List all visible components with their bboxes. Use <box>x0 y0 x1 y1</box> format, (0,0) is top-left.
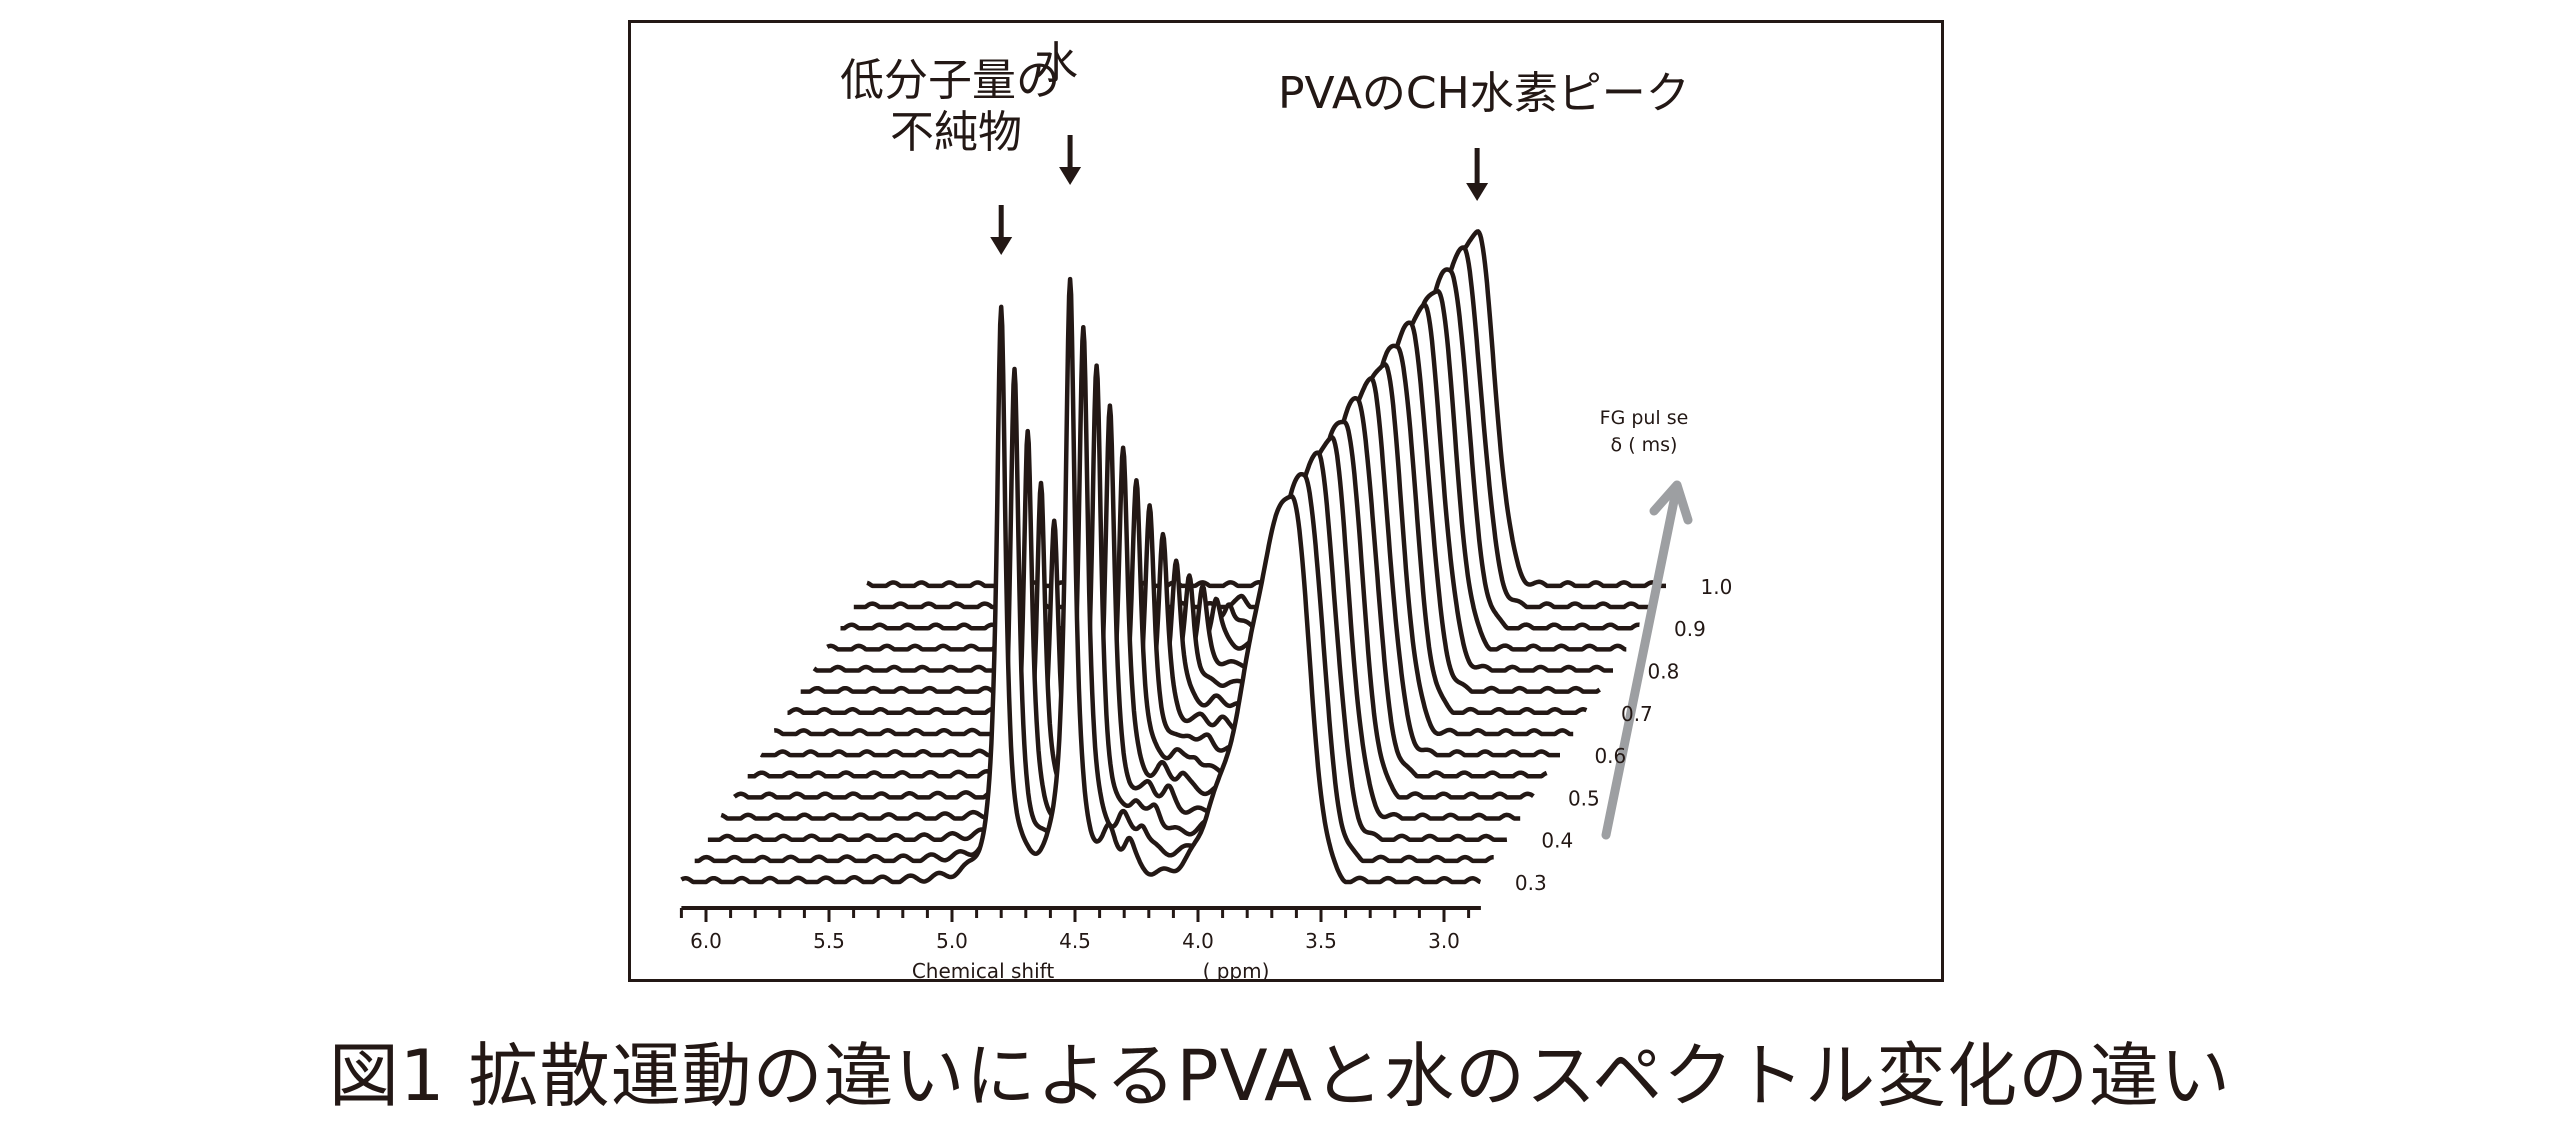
impurity-label-line2: 不純物 <box>890 107 1022 158</box>
impurity-arrowhead <box>990 237 1013 255</box>
spectrum-trace-0.45 <box>719 403 1522 821</box>
spectra-chart: 6.0 5.5 5.0 4.5 4.0 3.5 3.0 Chemical shift ( ppm… <box>679 38 1732 979</box>
spectrum-trace-0.5 <box>732 419 1535 800</box>
trace-mask <box>853 247 1653 612</box>
depth-axis: FG pul se δ ( ms) 0.3 0.4 0.5 0.6 0.7 0.8 0.9 1… <box>1515 407 1732 895</box>
spectrum-trace-0.3 <box>680 276 1482 885</box>
depth-label: 0.7 <box>1621 702 1653 726</box>
spectrum-trace-0.95 <box>852 245 1655 610</box>
pva-arrowhead <box>1466 183 1489 201</box>
depth-label: 0.3 <box>1515 871 1547 895</box>
spectrum-trace-0.8 <box>812 302 1615 673</box>
chart-frame: 6.0 5.5 5.0 4.5 4.0 3.5 3.0 Chemical shift ( ppm… <box>628 20 1944 982</box>
spectrum-trace-0.9 <box>839 267 1641 631</box>
x-tick-label: 6.0 <box>690 929 722 953</box>
depth-label: 0.6 <box>1594 744 1626 768</box>
water-arrowhead <box>1059 167 1082 185</box>
depth-axis-title-line1: FG pul se <box>1600 407 1689 429</box>
depth-label: 1.0 <box>1701 575 1733 599</box>
x-axis-unit: ( ppm) <box>1203 959 1270 979</box>
spectrum-trace-0.7 <box>786 343 1588 716</box>
water-label: 水 <box>1034 38 1078 89</box>
pva-label: PVAのCH水素ピーク <box>1278 68 1690 119</box>
x-axis: 6.0 5.5 5.0 4.5 4.0 3.5 3.0 Chemical shift ( ppm… <box>679 906 1481 979</box>
trace-mask <box>681 279 1481 887</box>
spectrum-trace-0.6 <box>759 376 1562 758</box>
spectrum-trace-1 <box>865 229 1668 589</box>
impurity-label-line1: 低分子量の <box>840 55 1060 106</box>
spectrum-trace-0.65 <box>772 362 1575 737</box>
spectrum-trace-0.4 <box>706 363 1509 842</box>
x-tick-label: 4.5 <box>1059 929 1091 953</box>
x-tick-label: 5.5 <box>813 929 845 953</box>
spectrum-trace-0.75 <box>799 320 1602 694</box>
depth-label: 0.4 <box>1541 829 1573 853</box>
spectrum-trace-0.85 <box>825 288 1628 652</box>
depth-axis-title-line2: δ ( ms) <box>1611 434 1678 456</box>
peak-annotations: 低分子量の 不純物 水 PVAのCH水素ピーク <box>840 38 1690 255</box>
depth-label: 0.8 <box>1648 660 1680 684</box>
x-tick-label: 3.0 <box>1428 929 1460 953</box>
spectra-traces <box>680 229 1668 887</box>
figure-caption: 図1 拡散運動の違いによるPVAと水のスペクトル変化の違い <box>328 1035 2232 1117</box>
x-axis-label: Chemical shift <box>912 959 1054 979</box>
spectrum-trace-0.55 <box>746 396 1548 779</box>
depth-arrow-shaft <box>1601 486 1681 840</box>
spectrum-trace-0.35 <box>693 324 1495 864</box>
depth-label: 0.9 <box>1674 617 1706 641</box>
x-tick-label: 5.0 <box>936 929 968 953</box>
depth-arrow-head <box>1649 480 1693 525</box>
x-tick-label: 4.0 <box>1182 929 1214 953</box>
trace-mask <box>867 231 1666 590</box>
depth-label: 0.5 <box>1568 786 1600 810</box>
x-tick-label: 3.5 <box>1305 929 1337 953</box>
